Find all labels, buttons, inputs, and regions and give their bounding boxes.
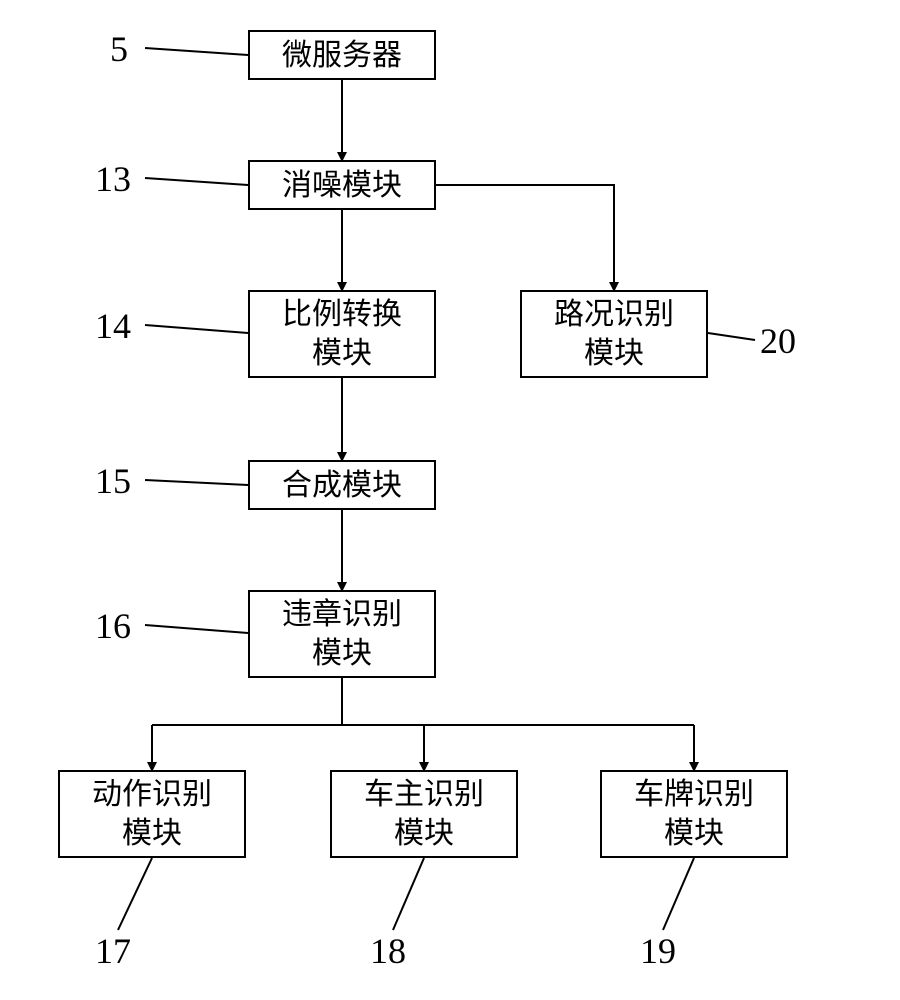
node-n15: 合成模块 <box>248 460 436 510</box>
node-n13: 消噪模块 <box>248 160 436 210</box>
label-l17: 17 <box>95 930 131 972</box>
node-n5: 微服务器 <box>248 30 436 80</box>
node-n17: 动作识别 模块 <box>58 770 246 858</box>
label-l13: 13 <box>95 158 131 200</box>
label-l16: 16 <box>95 605 131 647</box>
label-l15: 15 <box>95 460 131 502</box>
label-l14: 14 <box>95 305 131 347</box>
label-l18: 18 <box>370 930 406 972</box>
label-l20: 20 <box>760 320 796 362</box>
flowchart-diagram: 微服务器消噪模块比例转换 模块路况识别 模块合成模块违章识别 模块动作识别 模块… <box>0 0 900 1000</box>
node-n16: 违章识别 模块 <box>248 590 436 678</box>
label-l19: 19 <box>640 930 676 972</box>
node-n14: 比例转换 模块 <box>248 290 436 378</box>
node-n18: 车主识别 模块 <box>330 770 518 858</box>
label-l5: 5 <box>110 28 128 70</box>
node-n20: 路况识别 模块 <box>520 290 708 378</box>
node-n19: 车牌识别 模块 <box>600 770 788 858</box>
